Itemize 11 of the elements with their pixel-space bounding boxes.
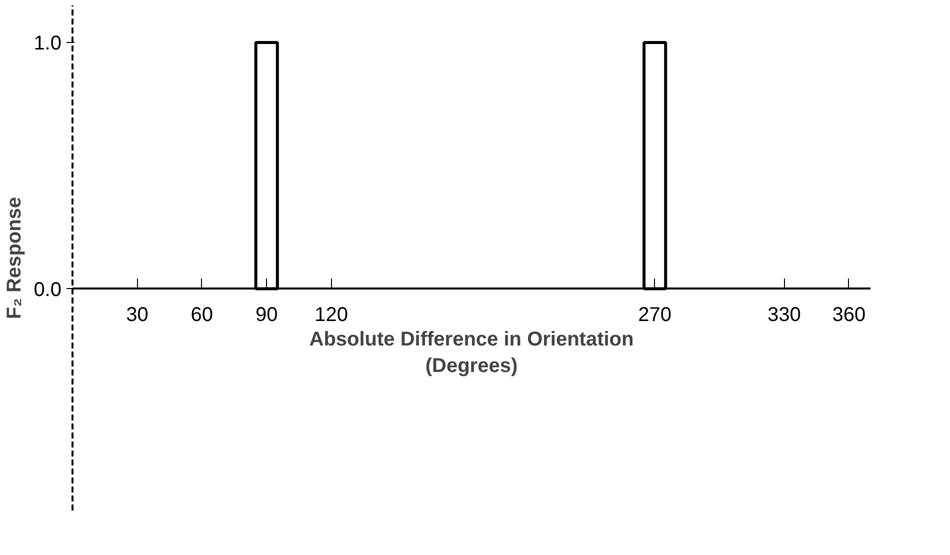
x-axis-title: Absolute Difference in Orientation (Degrees) [309, 328, 634, 377]
x-tick-label: 90 [255, 304, 278, 326]
x-tick-label: 330 [768, 304, 801, 326]
y-tick-label: 0.0 [34, 278, 62, 301]
y-tick-label: 1.0 [34, 32, 62, 54]
x-tick-label: 120 [314, 304, 348, 326]
x-tick-label: 270 [638, 304, 672, 326]
x-tick-label: 60 [190, 304, 214, 326]
y-axis-title: F₂ Response [4, 196, 26, 320]
x-tick-label: 30 [126, 304, 148, 326]
x-tick-label: 360 [832, 304, 866, 326]
